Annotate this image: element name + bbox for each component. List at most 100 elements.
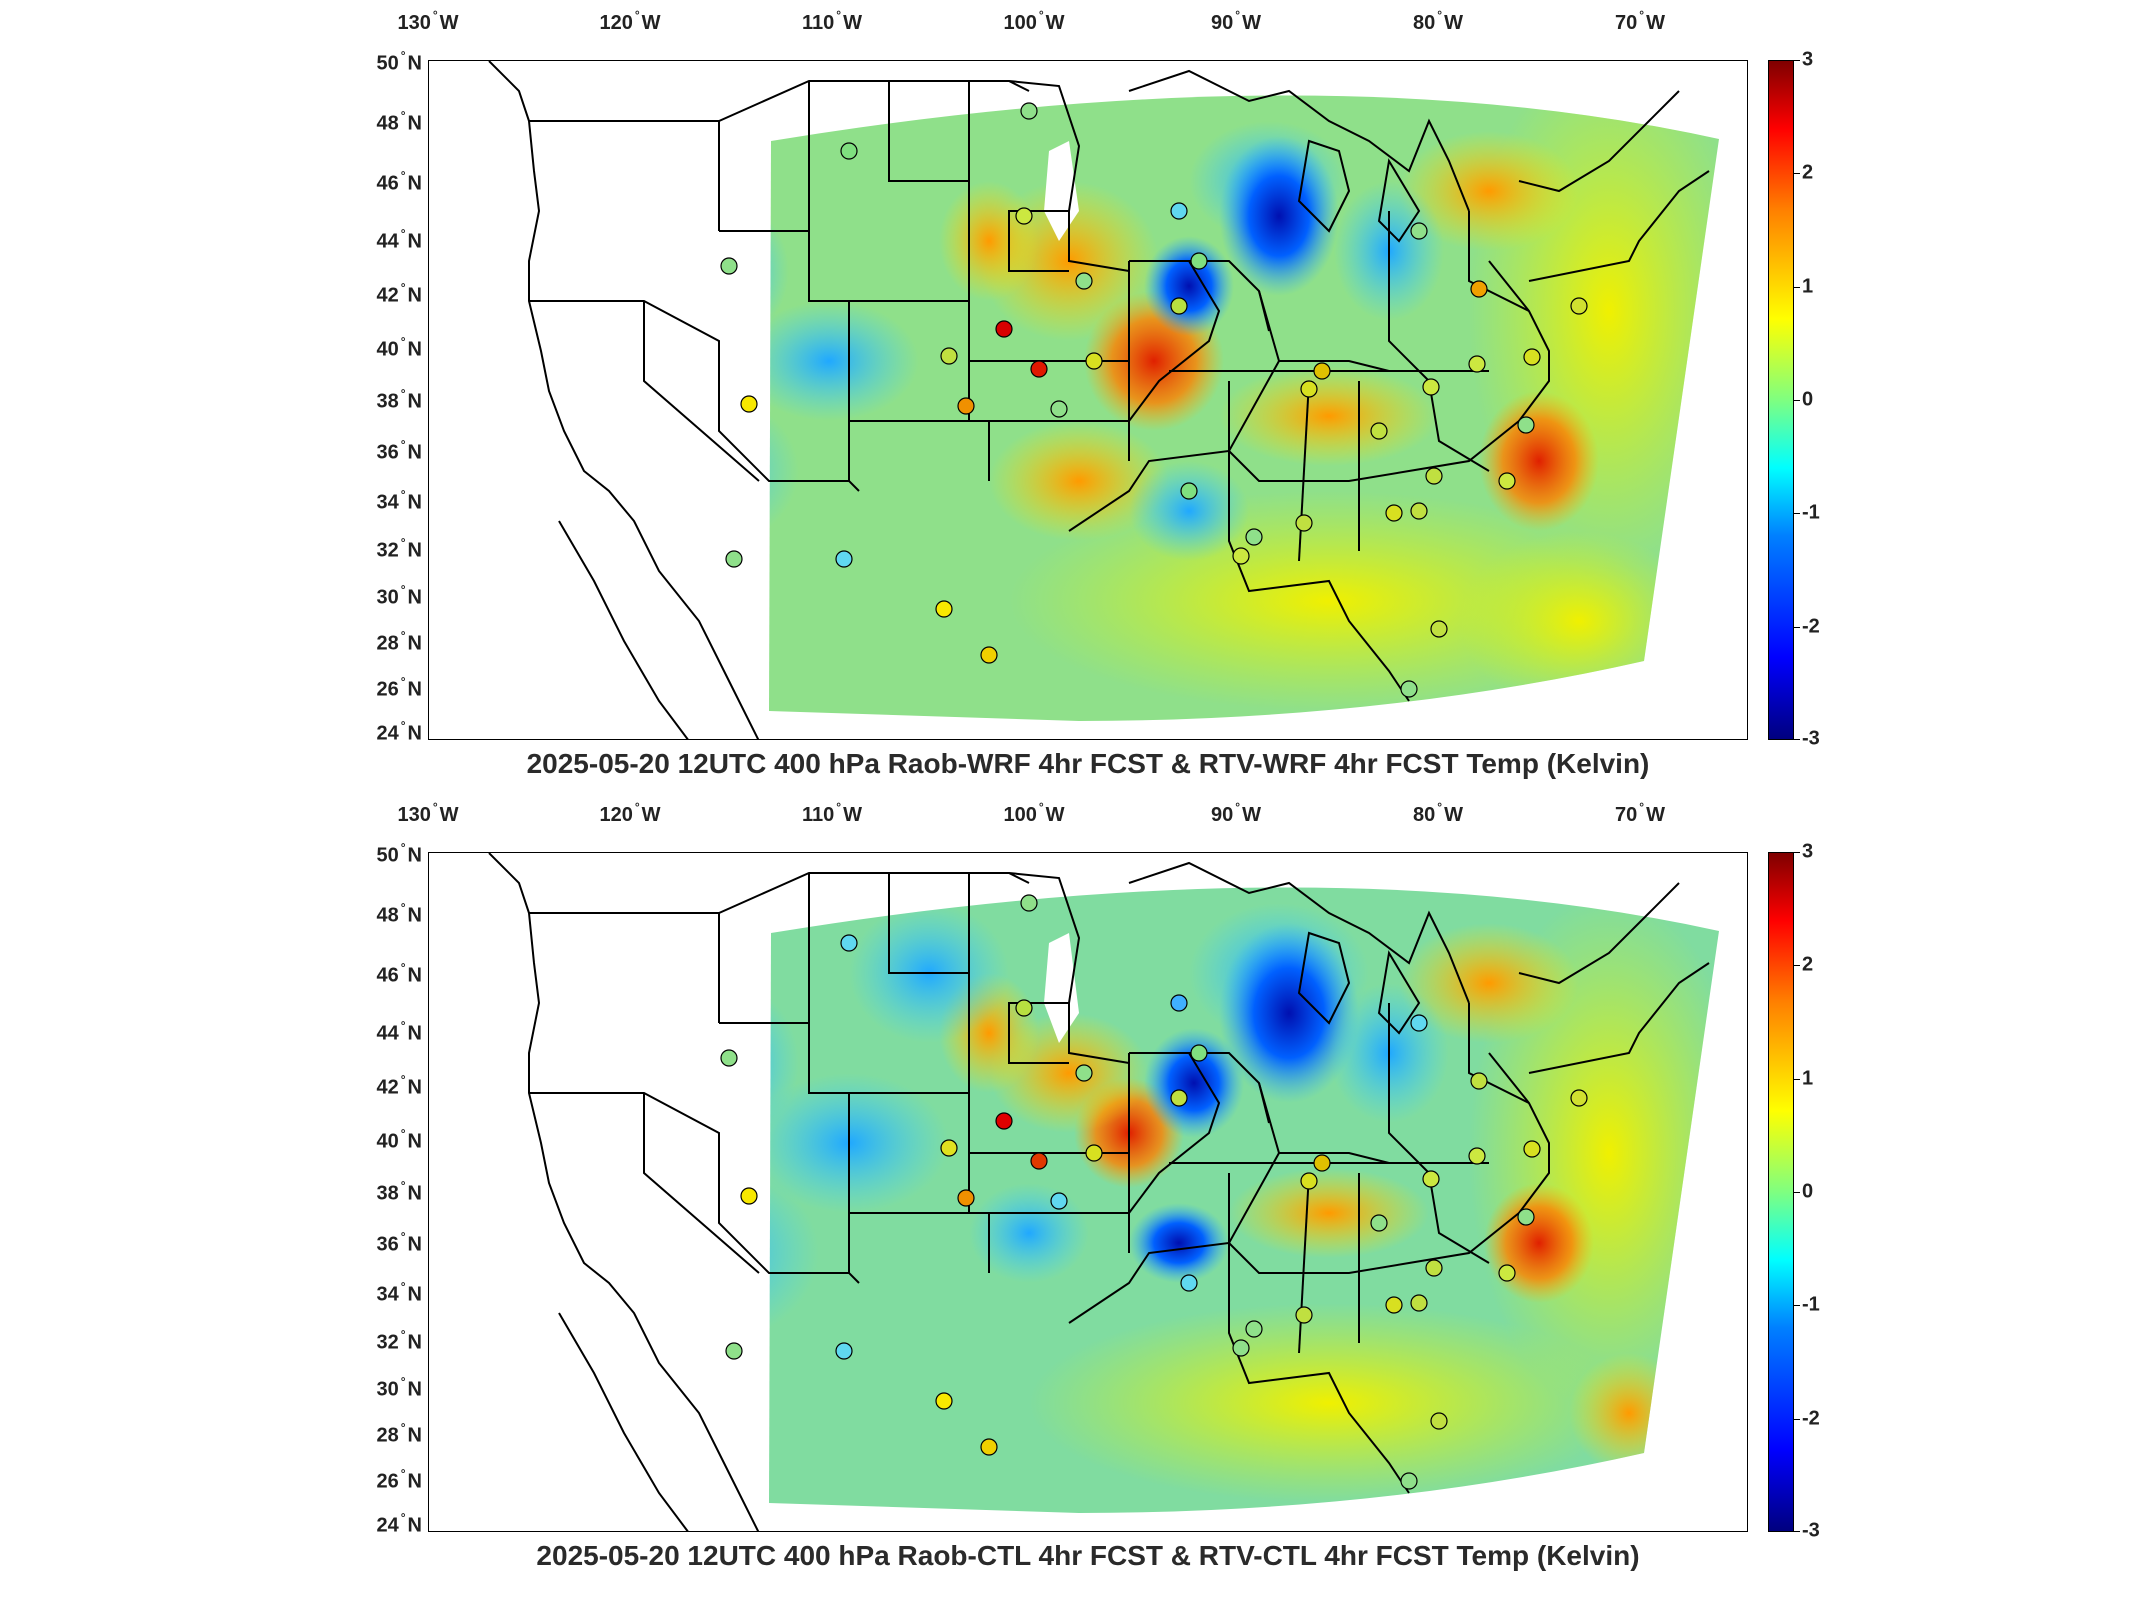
colorbar-tick: 0 bbox=[1802, 1180, 1814, 1203]
station-marker bbox=[1422, 1170, 1440, 1188]
station-marker bbox=[1410, 222, 1428, 240]
station-marker bbox=[1468, 1147, 1486, 1165]
lat-tick: 32 ° N bbox=[376, 1327, 422, 1354]
lat-tick: 26 ° N bbox=[376, 674, 422, 701]
colorbar-tick: 2 bbox=[1802, 161, 1814, 184]
station-marker bbox=[1300, 1172, 1318, 1190]
map-canvas bbox=[488, 853, 1719, 1531]
station-marker bbox=[740, 395, 758, 413]
station-marker bbox=[1523, 348, 1541, 366]
station-marker bbox=[840, 934, 858, 952]
station-markers bbox=[720, 102, 1588, 698]
station-marker bbox=[940, 1139, 958, 1157]
station-marker bbox=[1400, 1472, 1418, 1490]
station-marker bbox=[1245, 1320, 1263, 1338]
station-marker bbox=[1523, 1140, 1541, 1158]
lat-tick: 28 ° N bbox=[376, 1420, 422, 1447]
station-marker bbox=[1030, 360, 1048, 378]
panel-title: 2025-05-20 12UTC 400 hPa Raob-CTL 4hr FC… bbox=[536, 1540, 1640, 1571]
station-marker bbox=[1425, 467, 1443, 485]
station-marker bbox=[1425, 1259, 1443, 1277]
lon-tick: 120 ° W bbox=[599, 8, 661, 34]
station-marker bbox=[935, 1392, 953, 1410]
station-marker bbox=[1085, 1144, 1103, 1162]
station-marker bbox=[1015, 207, 1033, 225]
station-marker bbox=[1170, 994, 1188, 1012]
colorbar bbox=[1768, 852, 1794, 1532]
lat-tick: 44 ° N bbox=[376, 226, 422, 253]
station-marker bbox=[935, 600, 953, 618]
station-marker bbox=[840, 142, 858, 160]
lat-tick: 40 ° N bbox=[376, 334, 422, 361]
colorbar-tick: 3 bbox=[1802, 840, 1814, 863]
boundaries bbox=[488, 853, 1710, 1531]
station-marker bbox=[1498, 1264, 1516, 1282]
station-marker bbox=[1422, 378, 1440, 396]
station-marker bbox=[1430, 1412, 1448, 1430]
map-frame bbox=[428, 852, 1748, 1532]
station-marker bbox=[980, 1438, 998, 1456]
station-marker bbox=[940, 347, 958, 365]
station-marker bbox=[740, 1187, 758, 1205]
colorbar bbox=[1768, 60, 1794, 740]
colorbar-tick: 1 bbox=[1802, 275, 1814, 298]
lon-tick: 100 ° W bbox=[1003, 8, 1065, 34]
lon-tick: 100 ° W bbox=[1003, 800, 1065, 826]
colorbar-tick: -1 bbox=[1802, 1293, 1820, 1316]
station-marker bbox=[1400, 680, 1418, 698]
station-marker bbox=[1075, 272, 1093, 290]
lon-tick: 130 ° W bbox=[397, 800, 459, 826]
station-marker bbox=[1232, 1339, 1250, 1357]
lon-tick: 80 ° W bbox=[1413, 800, 1463, 826]
lat-tick: 36 ° N bbox=[376, 1229, 422, 1256]
lat-tick: 36 ° N bbox=[376, 437, 422, 464]
station-marker bbox=[1410, 1014, 1428, 1032]
station-marker bbox=[1030, 1152, 1048, 1170]
lat-tick: 42 ° N bbox=[376, 280, 422, 307]
colorbar-tick: 1 bbox=[1802, 1067, 1814, 1090]
temperature-field bbox=[769, 95, 1719, 721]
lat-tick: 46 ° N bbox=[376, 168, 422, 195]
lat-tick: 34 ° N bbox=[376, 1279, 422, 1306]
lon-tick: 120 ° W bbox=[599, 800, 661, 826]
station-marker bbox=[1313, 1154, 1331, 1172]
station-marker bbox=[1295, 1306, 1313, 1324]
lat-tick: 24 ° N bbox=[376, 718, 422, 745]
lat-tick: 40 ° N bbox=[376, 1126, 422, 1153]
colorbar-tick: -3 bbox=[1802, 1519, 1820, 1542]
temperature-field bbox=[769, 887, 1719, 1513]
station-marker bbox=[835, 1342, 853, 1360]
station-marker bbox=[1245, 528, 1263, 546]
station-marker bbox=[1370, 422, 1388, 440]
station-marker bbox=[1190, 1044, 1208, 1062]
station-marker bbox=[1385, 1296, 1403, 1314]
lon-tick: 90 ° W bbox=[1211, 800, 1261, 826]
station-marker bbox=[1020, 894, 1038, 912]
map-canvas bbox=[488, 61, 1719, 739]
station-marker bbox=[1410, 502, 1428, 520]
station-marker bbox=[1517, 1208, 1535, 1226]
station-marker bbox=[725, 550, 743, 568]
station-marker bbox=[1430, 620, 1448, 638]
station-marker bbox=[957, 1189, 975, 1207]
lat-tick: 26 ° N bbox=[376, 1466, 422, 1493]
station-marker bbox=[725, 1342, 743, 1360]
lon-tick: 80 ° W bbox=[1413, 8, 1463, 34]
station-marker bbox=[995, 320, 1013, 338]
station-marker bbox=[995, 1112, 1013, 1130]
lon-tick: 70 ° W bbox=[1615, 800, 1665, 826]
station-markers bbox=[720, 894, 1588, 1490]
map-panel-top: 130 ° W 120 ° W 110 ° W 100 ° W 90 ° W 80 ° W 70 ° W 5… bbox=[376, 8, 1819, 779]
station-marker bbox=[1170, 297, 1188, 315]
colorbar-tick: 0 bbox=[1802, 388, 1814, 411]
station-marker bbox=[720, 257, 738, 275]
station-marker bbox=[1295, 514, 1313, 532]
lon-tick: 110 ° W bbox=[802, 800, 862, 826]
lat-tick: 50 ° N bbox=[376, 840, 422, 867]
lon-tick: 90 ° W bbox=[1211, 8, 1261, 34]
station-marker bbox=[1470, 280, 1488, 298]
station-marker bbox=[1517, 416, 1535, 434]
lat-tick: 38 ° N bbox=[376, 1178, 422, 1205]
panel-title: 2025-05-20 12UTC 400 hPa Raob-WRF 4hr FC… bbox=[526, 748, 1650, 779]
lat-tick: 24 ° N bbox=[376, 1510, 422, 1537]
